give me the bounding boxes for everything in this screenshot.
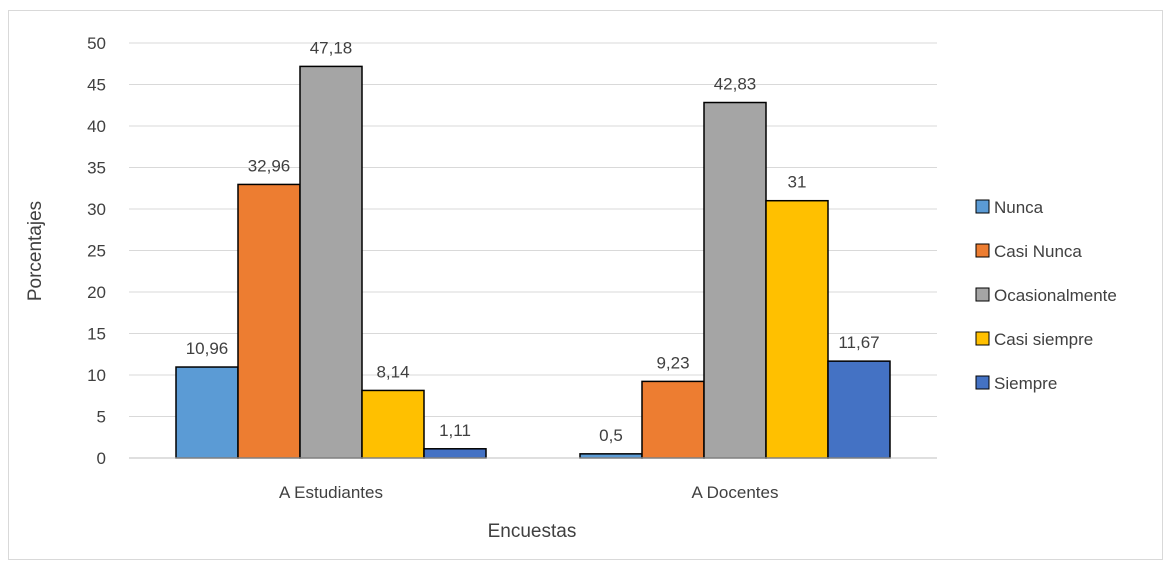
axes: 0 5 10 15 20 25 30 35 40 45 50 A Estudiantes A Docen… [87,34,937,502]
legend-swatch [975,287,990,302]
legend-item-casi-siempre[interactable]: Casi siempre [975,330,1093,349]
data-label: 32,96 [248,156,291,175]
bar-casi-nunca[interactable] [237,183,301,459]
y-tick-label: 5 [97,408,106,427]
bar-nunca[interactable] [175,366,239,459]
y-tick-label: 25 [87,242,106,261]
category-label: A Estudiantes [279,483,383,502]
x-axis-title: Encuestas [488,521,577,542]
y-tick-label: 10 [87,366,106,385]
legend-item-nunca[interactable]: Nunca [975,198,1044,217]
legend-item-siempre[interactable]: Siempre [975,374,1057,393]
data-label: 9,23 [656,353,689,372]
bar-nunca[interactable] [579,453,643,459]
legend-item-ocasionalmente[interactable]: Ocasionalmente [975,286,1117,305]
data-label: 42,83 [714,75,757,94]
bar-siempre[interactable] [423,448,487,459]
legend-label: Casi Nunca [994,242,1082,261]
y-tick-label: 0 [97,449,106,468]
bar-casi-siempre[interactable] [361,389,425,459]
data-label: 11,67 [838,333,879,352]
y-tick-label: 50 [87,34,106,53]
data-label: 0,5 [599,426,623,445]
legend-swatch [975,199,990,214]
legend-label: Siempre [994,374,1057,393]
bars [175,65,891,459]
data-label: 8,14 [376,362,409,381]
legend[interactable]: Nunca Casi Nunca Ocasionalmente Casi siempr… [975,198,1117,393]
y-tick-label: 40 [87,117,106,136]
legend-label: Casi siempre [994,330,1093,349]
bar-ocasionalmente[interactable] [299,65,363,459]
legend-swatch [975,243,990,258]
bar-siempre[interactable] [827,360,891,459]
bar-casi-siempre[interactable] [765,199,829,459]
data-labels: 10,96 32,96 47,18 8,14 1,11 0,5 9,23 42,83 31 11,… [186,38,880,444]
y-tick-label: 20 [87,283,106,302]
bar-casi-nunca[interactable] [641,380,705,459]
y-tick-label: 15 [87,325,106,344]
chart-frame [8,10,1163,560]
category-label: A Docentes [692,483,779,502]
data-label: 10,96 [186,339,229,358]
legend-swatch [975,375,990,390]
data-label: 31 [788,173,807,192]
legend-swatch [975,331,990,346]
data-label: 1,11 [439,421,471,440]
legend-item-casi-nunca[interactable]: Casi Nunca [975,242,1082,261]
bar-ocasionalmente[interactable] [703,101,767,459]
y-tick-label: 30 [87,200,106,219]
y-tick-label: 45 [87,76,106,95]
legend-label: Ocasionalmente [994,286,1117,305]
legend-label: Nunca [994,198,1044,217]
y-axis-title: Porcentajes [25,201,46,301]
data-label: 47,18 [310,38,353,57]
y-tick-label: 35 [87,159,106,178]
